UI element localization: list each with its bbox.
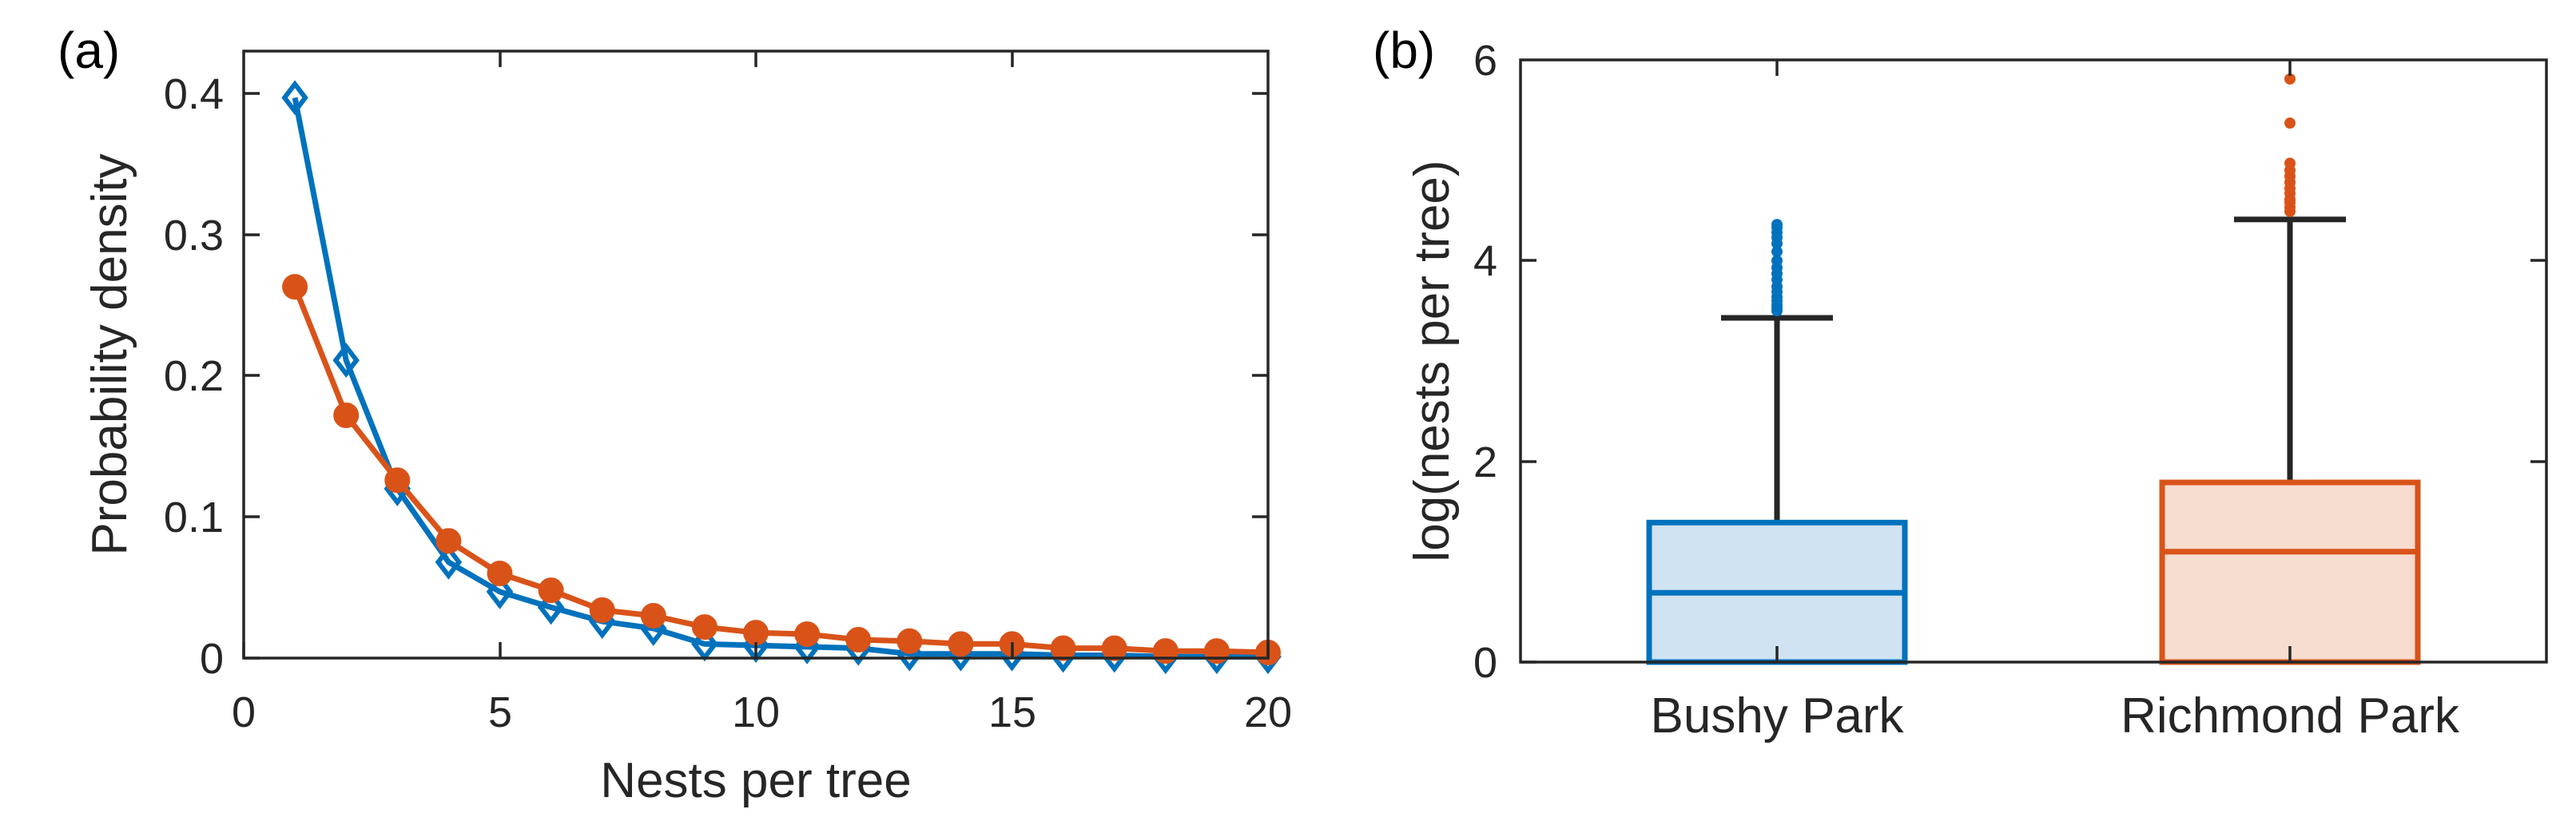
- panel-b-ytick-label: 2: [1473, 438, 1497, 486]
- panel-a-x-axis-title: Nests per tree: [600, 753, 911, 808]
- data-point-circle: [487, 560, 513, 586]
- series-line-bushy-park: [292, 97, 1268, 660]
- data-point-circle: [435, 528, 462, 554]
- series-line-richmond-park: [292, 285, 1269, 656]
- data-point-diamond: [281, 80, 308, 116]
- data-point-circle: [794, 621, 821, 647]
- panel-b-boxes: [1646, 73, 2421, 665]
- data-point-circle: [896, 628, 923, 654]
- data-point-circle: [1101, 635, 1127, 661]
- panel-a-series: [281, 80, 1282, 675]
- panel-a-xtick-label: 0: [232, 688, 256, 736]
- panel-a-ytick-label: 0: [200, 635, 224, 683]
- data-point-diamond: [332, 343, 360, 379]
- panel-b-x-ticks: Bushy Park Richmond Park: [1650, 60, 2460, 744]
- panel-a-y-ticks: 0 0.1 0.2 0.3 0.4: [164, 70, 1268, 683]
- panel-a-xtick-label: 20: [1244, 688, 1292, 736]
- panel-b-ytick-label: 0: [1473, 639, 1497, 687]
- data-point-circle: [333, 403, 360, 428]
- panel-b-category-label: Bushy Park: [1650, 688, 1904, 744]
- data-point-circle: [743, 620, 769, 646]
- bushy-park-outlier: [1771, 219, 1783, 231]
- panel-a-line-chart: (a) 0 5 10 15 20: [58, 22, 1292, 808]
- panel-a-y-axis-title: Probability density: [82, 153, 137, 555]
- panel-a-ytick-label: 0.1: [164, 494, 224, 541]
- data-point-diamond: [435, 544, 463, 580]
- panel-a-plot-box: [242, 50, 1270, 660]
- richmond-park-outlier: [2284, 117, 2296, 129]
- data-point-circle: [948, 631, 974, 657]
- panel-a-label: (a): [58, 22, 120, 79]
- panel-b-ytick-label: 6: [1473, 37, 1497, 85]
- bushy-park-outlier: [1771, 246, 1783, 258]
- data-point-circle: [282, 274, 308, 300]
- panel-a-xtick-label: 10: [732, 688, 780, 736]
- panel-a-ytick-label: 0.2: [164, 352, 224, 400]
- data-point-circle: [589, 597, 615, 623]
- panel-b-label: (b): [1373, 22, 1435, 79]
- richmond-park-box: [2159, 479, 2421, 665]
- panel-a-x-ticks: 0 5 10 15 20: [232, 51, 1292, 736]
- panel-a-xtick-label: 15: [988, 688, 1036, 736]
- data-point-circle: [1050, 635, 1076, 661]
- panel-b-y-axis-title: log(nests per tree): [1405, 160, 1460, 561]
- richmond-park-outlier: [2284, 157, 2296, 169]
- panel-a-ytick-label: 0.3: [164, 212, 224, 260]
- data-point-circle: [845, 627, 872, 653]
- data-point-circle: [384, 467, 411, 494]
- panel-a-ytick-label: 0.4: [164, 70, 224, 118]
- data-point-circle: [538, 577, 564, 604]
- bushy-park-outlier: [1771, 255, 1783, 267]
- panel-b-y-ticks: 0 2 4 6: [1473, 37, 2546, 687]
- data-point-diamond: [486, 573, 514, 609]
- data-point-circle: [691, 614, 718, 641]
- panel-b-plot-box: [1519, 58, 2548, 664]
- data-point-diamond: [537, 589, 565, 625]
- panel-b-box-chart: (b) 0 2 4 6 Bushy Park Richmond Park log…: [1373, 22, 2548, 744]
- data-point-circle: [640, 602, 666, 629]
- panel-a-xtick-label: 5: [488, 688, 512, 736]
- panel-b-ytick-label: 4: [1473, 237, 1497, 285]
- panel-b-category-label: Richmond Park: [2121, 688, 2460, 744]
- richmond-park-outlier: [2284, 73, 2296, 85]
